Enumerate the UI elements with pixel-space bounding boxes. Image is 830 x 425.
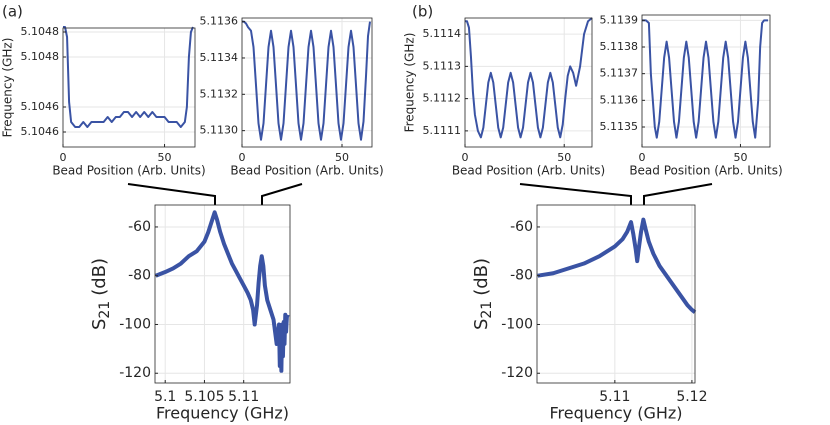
data-line	[642, 19, 769, 139]
x-tick-label: 5.11	[599, 389, 630, 405]
y-tick-label: -120	[119, 365, 151, 381]
x-tick-label: 5.11	[228, 389, 259, 405]
data-line	[242, 20, 371, 141]
y-axis-label-part: 21	[97, 301, 113, 319]
axes-box	[536, 204, 696, 384]
y-tick-label: 5.1113	[423, 59, 462, 72]
x-axis-label: Frequency (GHz)	[549, 403, 682, 422]
y-axis-label-part: S	[89, 319, 110, 330]
x-axis-label: Bead Position (Arb. Units)	[52, 164, 205, 178]
x-tick-label: 0	[462, 151, 469, 164]
y-tick-label: 5.1048	[21, 50, 60, 63]
panel-label: (a)	[2, 3, 23, 21]
y-axis-label: Frequency (GHz)	[403, 33, 417, 133]
y-tick-label: 5.1135	[600, 120, 639, 133]
plot-area	[155, 205, 290, 383]
data-line	[63, 26, 194, 128]
x-tick-label: 0	[60, 151, 67, 164]
x-tick-label: 50	[335, 151, 349, 164]
y-tick-label: -60	[128, 219, 151, 235]
x-tick-label: 0	[239, 151, 246, 164]
x-tick-label: 50	[158, 151, 172, 164]
y-tick-label: 5.1137	[600, 67, 639, 80]
y-tick-label: -100	[501, 316, 533, 332]
y-tick-label: 5.1139	[600, 13, 639, 26]
y-tick-label: 5.1046	[21, 100, 60, 113]
x-tick-label: 5.1	[154, 389, 176, 405]
axes-box	[241, 17, 373, 148]
y-tick-label: -80	[510, 268, 533, 284]
x-tick-label: 0	[639, 151, 646, 164]
y-tick-label: 5.1046	[21, 125, 60, 138]
y-axis-label: Frequency (GHz)	[1, 38, 15, 138]
y-tick-label: -80	[128, 268, 151, 284]
y-axis-label-part: (dB)	[471, 258, 492, 296]
y-tick-label: 5.1114	[423, 27, 462, 40]
x-axis-label: Frequency (GHz)	[156, 403, 289, 422]
y-tick-label: 5.1134	[200, 51, 239, 64]
y-tick-label: 5.1112	[423, 92, 462, 105]
panel-label: (b)	[412, 3, 433, 21]
plot-area	[63, 28, 195, 147]
x-tick-label: 50	[733, 151, 747, 164]
axes-box	[62, 27, 196, 148]
x-axis-label: Bead Position (Arb. Units)	[629, 164, 782, 178]
x-axis-label: Bead Position (Arb. Units)	[230, 164, 383, 178]
y-tick-label: 5.1138	[600, 40, 639, 53]
x-axis-label: Bead Position (Arb. Units)	[452, 164, 605, 178]
axes-box	[641, 14, 771, 148]
y-axis-label: S21 (dB)	[471, 258, 495, 330]
y-tick-label: -120	[501, 365, 533, 381]
x-tick-label: 5.12	[676, 389, 707, 405]
x-tick-label: 50	[557, 151, 571, 164]
y-tick-label: 5.1136	[600, 93, 639, 106]
y-tick-label: -60	[510, 219, 533, 235]
y-tick-label: 5.1136	[200, 15, 239, 28]
y-tick-label: -100	[119, 316, 151, 332]
data-line	[155, 210, 290, 373]
y-axis-label-part: 21	[479, 301, 495, 319]
data-line	[465, 17, 593, 139]
axes-box	[464, 17, 593, 148]
axes-box	[154, 204, 291, 384]
y-tick-label: 5.1111	[423, 124, 462, 137]
y-tick-label: 5.1132	[200, 87, 239, 100]
y-tick-label: 5.1130	[200, 124, 239, 137]
y-axis-label-part: (dB)	[89, 258, 110, 296]
plot-area	[537, 205, 695, 383]
y-axis-label: S21 (dB)	[89, 258, 113, 330]
data-line	[537, 217, 697, 314]
y-axis-label-part: S	[471, 319, 492, 330]
y-tick-label: 5.1048	[21, 25, 60, 38]
x-tick-label: 5.105	[184, 389, 224, 405]
